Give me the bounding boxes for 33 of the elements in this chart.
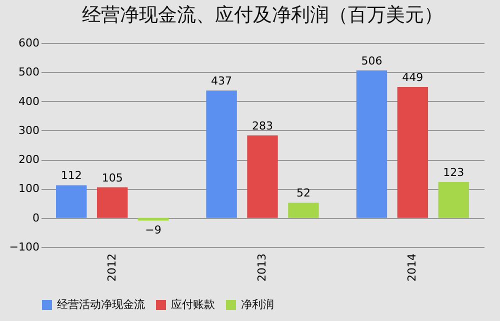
bar: [438, 182, 469, 218]
legend-label: 净利润: [241, 298, 274, 311]
y-tick-label: −100: [9, 240, 40, 254]
x-tick-label: 2014: [406, 254, 419, 282]
bar: [356, 70, 388, 218]
y-tick-label: 100: [18, 182, 40, 196]
chart-title: 经营净现金流、应付及净利润（百万美元）: [82, 4, 443, 26]
data-label: 52: [296, 186, 310, 200]
data-label: 449: [402, 71, 424, 84]
data-label: 105: [102, 171, 123, 184]
data-label: 112: [60, 169, 82, 182]
y-tick-label: 0: [32, 211, 40, 224]
bar: [206, 90, 237, 218]
y-tick-label: 300: [18, 124, 40, 137]
y-tick-label: 200: [18, 153, 40, 166]
bar: [96, 187, 128, 218]
bar: [397, 87, 428, 218]
data-label: 123: [443, 166, 464, 180]
y-tick-label: 500: [18, 66, 40, 79]
data-label: −9: [145, 223, 162, 236]
data-label: 437: [211, 74, 232, 88]
data-label: 506: [361, 54, 382, 68]
legend-label: 经营活动净现金流: [57, 298, 145, 311]
bar: [138, 218, 169, 220]
x-tick-label: 2013: [256, 254, 268, 282]
x-tick-label: 2012: [105, 254, 118, 282]
y-tick-label: 400: [18, 94, 40, 108]
data-label: 283: [252, 119, 273, 132]
legend-label: 应付账款: [171, 298, 215, 311]
bar: [247, 135, 278, 218]
bar: [56, 185, 87, 218]
bar: [288, 202, 319, 218]
y-tick-label: 600: [18, 36, 40, 50]
